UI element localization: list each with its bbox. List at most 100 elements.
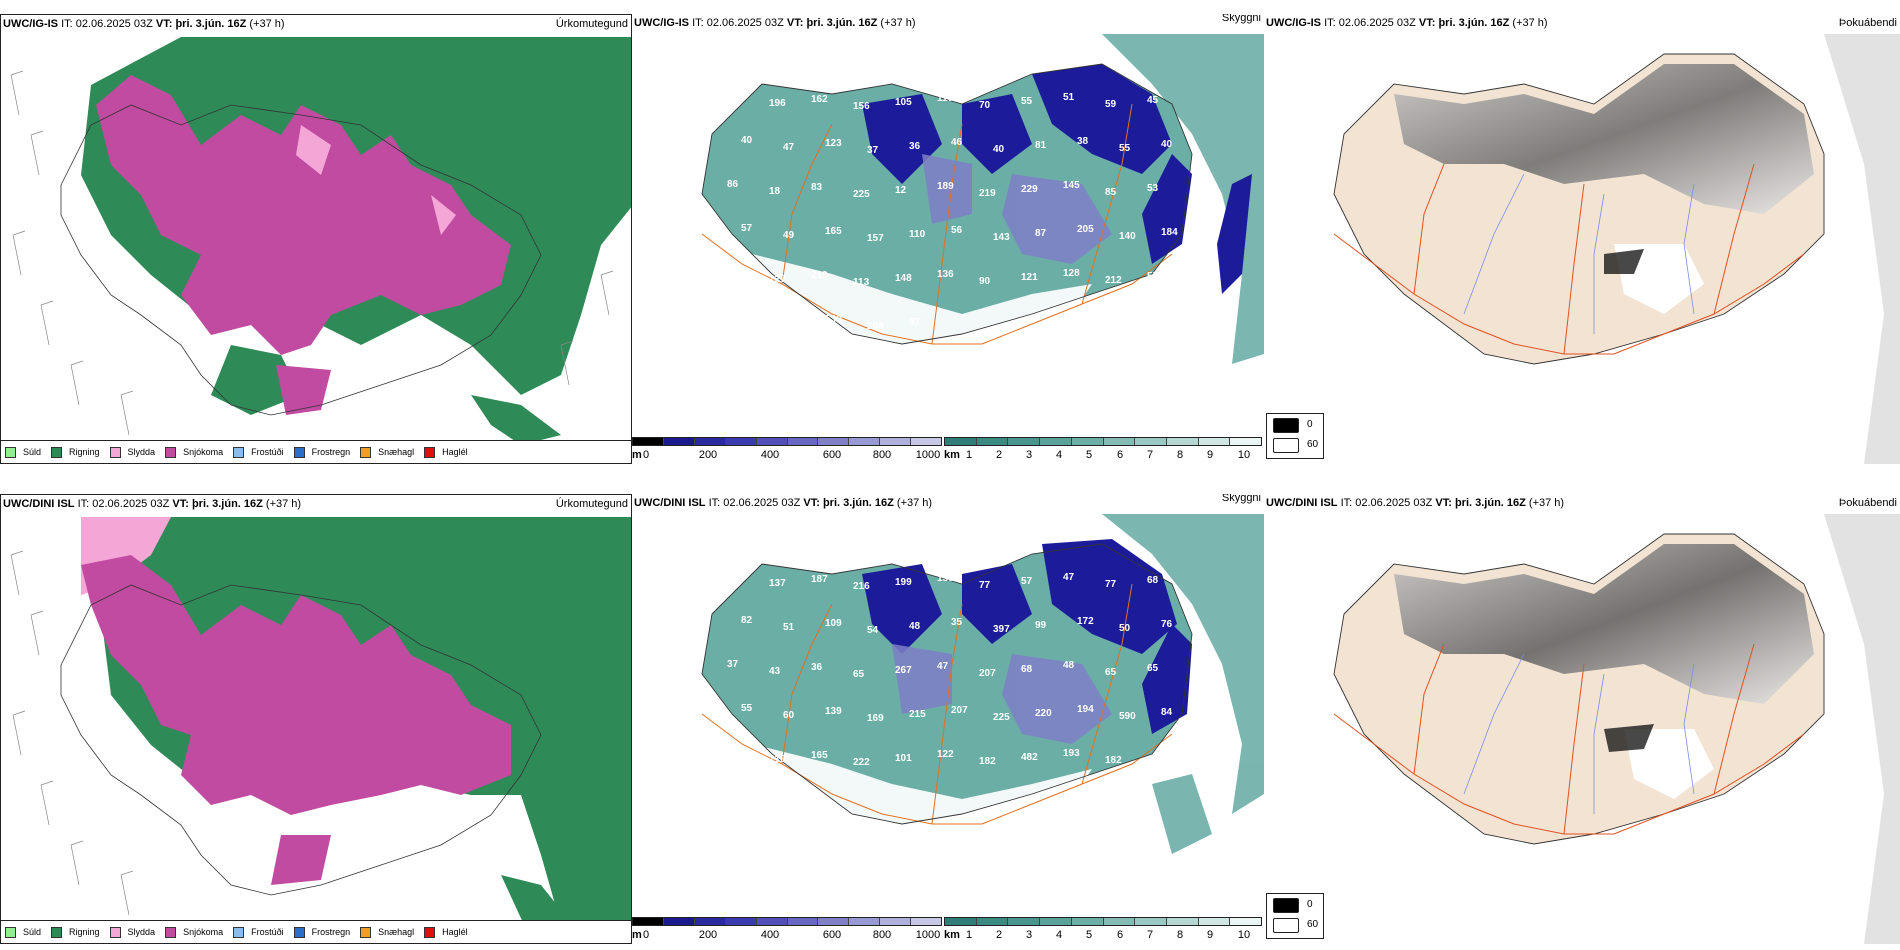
visibility-tick: 5 xyxy=(1085,929,1093,941)
precip-map-canvas xyxy=(10,517,631,940)
ceiling-visibility-map-dini: UWC/DINI ISL IT: 02.06.2025 03Z VT: þri.… xyxy=(632,494,1264,944)
ceiling-value-label: 77 xyxy=(1105,579,1117,590)
visibility-colorbar: km 1 2 3 4 5 6 7 8 9 10 xyxy=(944,437,1262,463)
ceiling-value-label: 57 xyxy=(741,223,753,234)
legend-item: Haglél xyxy=(424,446,468,458)
ceiling-value-label: 40 xyxy=(741,135,753,146)
fog-map-canvas xyxy=(1333,34,1900,464)
fog-map-canvas xyxy=(1333,514,1900,944)
ceiling-value-label: 51 xyxy=(1063,92,1075,103)
ceiling-value-label: 12 xyxy=(895,185,907,196)
ceiling-value-label: 46 xyxy=(951,137,963,148)
precip-map-canvas xyxy=(1,35,631,463)
sea-fog xyxy=(1824,34,1900,464)
snow-area xyxy=(96,75,511,415)
legend-item: Frostúði xyxy=(233,926,284,938)
visibility-tick: 4 xyxy=(1055,929,1063,941)
ceiling-tick: 1000 xyxy=(915,449,941,461)
ceiling-value-label: 267 xyxy=(895,665,912,676)
ceiling-tick: 200 xyxy=(698,929,718,941)
ceiling-value-label: 113 xyxy=(853,277,870,288)
ceiling-value-label: 137 xyxy=(769,578,786,589)
ceiling-value-label: 140 xyxy=(1119,231,1136,242)
ceiling-value-label: 57 xyxy=(1021,576,1033,587)
ceiling-value-label: 84 xyxy=(1161,707,1173,718)
visibility-unit: km xyxy=(944,929,960,941)
legend-item: Frostregn xyxy=(293,446,350,458)
coastline xyxy=(701,63,1193,345)
sleet-area xyxy=(296,125,456,235)
ceiling-map-name: Skyggni xyxy=(1221,494,1261,504)
rivers xyxy=(1463,653,1695,814)
ceiling-value-label: 109 xyxy=(825,618,842,629)
ceiling-value-label: 68 xyxy=(1021,664,1033,675)
ceiling-value-label: 207 xyxy=(951,705,968,716)
visibility-strip xyxy=(944,437,1262,446)
precip-map-name: Úrkomutegund xyxy=(555,498,628,510)
ceiling-value-label: 40 xyxy=(993,144,1005,155)
fog-map-title: UWC/IG-IS IT: 02.06.2025 03Z VT: þri. 3.… xyxy=(1266,17,1548,29)
visibility-sea xyxy=(1102,514,1264,854)
ceiling-value-label: 145 xyxy=(1063,180,1080,191)
fog-field xyxy=(1394,64,1814,214)
mid-ceiling-areas xyxy=(892,644,1112,744)
visibility-tick: 5 xyxy=(1085,449,1093,461)
fog-map-name: Þokuábendi xyxy=(1838,17,1897,29)
ceiling-value-label: 225 xyxy=(993,712,1010,723)
legend-item: Frostregn xyxy=(293,926,350,938)
ceiling-value-label: 105 xyxy=(895,97,912,108)
roads xyxy=(701,583,1173,825)
ceiling-value-label: 37 xyxy=(867,145,879,156)
fog-key-swatch xyxy=(1273,418,1299,433)
visibility-tick: 3 xyxy=(1025,449,1033,461)
ceiling-value-label: 110 xyxy=(937,93,954,104)
ceiling-strip xyxy=(632,917,942,926)
ceiling-value-label: 65 xyxy=(853,669,865,680)
rivers xyxy=(1463,173,1695,334)
ceiling-value-label: 187 xyxy=(811,574,828,585)
visibility-tick: 2 xyxy=(995,449,1003,461)
ceiling-value-label: 182 xyxy=(1105,755,1122,766)
ceiling-value-label: 47 xyxy=(783,142,795,153)
ceiling-value-label: 156 xyxy=(853,101,870,112)
coastline xyxy=(701,543,1193,825)
ceiling-value-label: 81 xyxy=(1035,140,1047,151)
ceiling-value-label: 232 xyxy=(727,267,744,278)
ceiling-value-label: 162 xyxy=(811,94,828,105)
ceiling-tick: 0 xyxy=(642,929,650,941)
ceiling-value-label: 590 xyxy=(1119,711,1136,722)
legend-item: Snæhagl xyxy=(360,926,414,938)
ceiling-value-label: 193 xyxy=(1063,748,1080,759)
visibility-tick: 2 xyxy=(995,929,1003,941)
ceiling-tick: 400 xyxy=(760,929,780,941)
legend-item: Snæhagl xyxy=(360,446,414,458)
ceiling-value-label: 70 xyxy=(979,100,991,111)
ceiling-value-label: 227 xyxy=(727,571,744,582)
ceiling-value-label: 196 xyxy=(769,98,786,109)
ceiling-tick: 1000 xyxy=(915,929,941,941)
ceiling-value-label: 219 xyxy=(979,188,996,199)
wind-barbs xyxy=(10,70,614,436)
sea-fog xyxy=(1824,514,1900,944)
ceiling-value-label: 225 xyxy=(853,189,870,200)
ceiling-value-labels: 107 196 162 156 105 110 70 55 51 59 45 40 47 123 37 36 4… xyxy=(727,91,1178,332)
precip-legend: Súld Rigning Slydda Snjókoma Frostúði Fr… xyxy=(1,920,631,943)
island-land xyxy=(752,254,1092,364)
ceiling-tick: 800 xyxy=(872,929,892,941)
ceiling-value-label: 54 xyxy=(867,625,879,636)
visibility-tick: 8 xyxy=(1176,929,1184,941)
precip-type-map-dini: UWC/DINI ISL IT: 02.06.2025 03Z VT: þri.… xyxy=(0,494,632,944)
legend-item: Rigning xyxy=(51,446,100,458)
ceiling-value-label: 65 xyxy=(1105,667,1117,678)
dense-fog xyxy=(1604,724,1654,752)
fog-index-map-ig: UWC/IG-IS IT: 02.06.2025 03Z VT: þri. 3.… xyxy=(1264,14,1900,464)
ceiling-value-label: 206 xyxy=(867,321,884,332)
ceiling-value-label: 227 xyxy=(769,274,786,285)
ceiling-value-label: 397 xyxy=(993,624,1010,635)
ceiling-value-label: 77 xyxy=(979,580,991,591)
ceiling-value-label: 48 xyxy=(1063,660,1075,671)
ceiling-value-label: 143 xyxy=(993,232,1010,243)
ceiling-value-label: 55 xyxy=(1119,143,1131,154)
ceiling-tick: 0 xyxy=(642,449,650,461)
ceiling-value-label: 47 xyxy=(1063,572,1075,583)
